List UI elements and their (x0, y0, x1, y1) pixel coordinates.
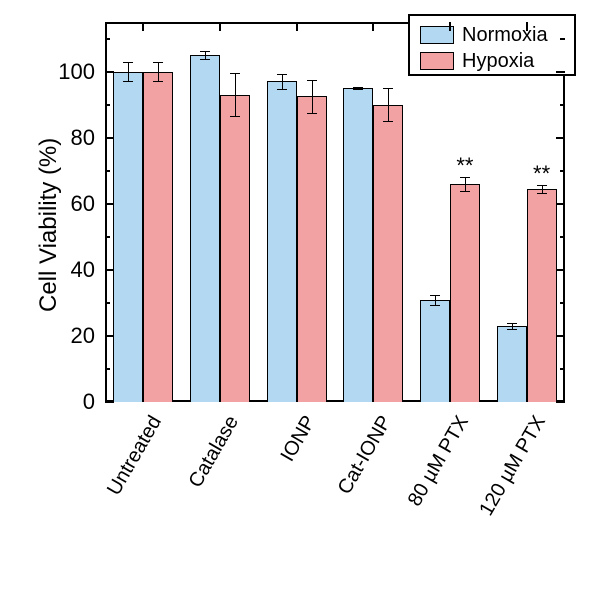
bar (190, 55, 220, 402)
ytick-mark (556, 203, 565, 205)
bar (297, 96, 327, 402)
errorbar-cap (307, 113, 317, 114)
xtick-mark (142, 22, 144, 31)
errorbar-cap (123, 81, 133, 82)
errorbar (312, 80, 313, 113)
errorbar (388, 88, 389, 121)
errorbar-cap (123, 62, 133, 63)
bar (450, 184, 480, 402)
errorbar-cap (230, 73, 240, 74)
ytick-minor (560, 368, 565, 370)
bar (267, 81, 297, 402)
xtick-mark (219, 22, 221, 31)
xtick-mark (526, 22, 528, 31)
errorbar-cap (200, 59, 210, 60)
ytick-label: 20 (47, 323, 95, 349)
legend-label-hypoxia: Hypoxia (462, 50, 534, 73)
ytick-minor (105, 170, 110, 172)
ytick-mark (556, 335, 565, 337)
bar (373, 105, 403, 402)
bar (527, 189, 557, 402)
xtick-mark (449, 22, 451, 31)
legend-item-hypoxia: Hypoxia (420, 48, 564, 74)
ytick-minor (560, 104, 565, 106)
errorbar-cap (430, 295, 440, 296)
legend-swatch-hypoxia (420, 52, 454, 70)
significance-marker: ** (527, 161, 557, 187)
ytick-label: 0 (47, 389, 95, 415)
bar (343, 88, 373, 402)
ytick-minor (105, 302, 110, 304)
errorbar-cap (307, 80, 317, 81)
errorbar-cap (507, 323, 517, 324)
significance-marker: ** (450, 153, 480, 179)
errorbar-cap (353, 89, 363, 90)
y-axis-label: Cell Viability (%) (35, 138, 63, 312)
errorbar (282, 74, 283, 89)
xtick-mark (296, 22, 298, 31)
legend-item-normoxia: Normoxia (420, 22, 564, 48)
errorbar (205, 51, 206, 59)
errorbar-cap (537, 193, 547, 194)
errorbar-cap (153, 62, 163, 63)
errorbar-cap (200, 51, 210, 52)
ytick-mark (556, 137, 565, 139)
ytick-minor (560, 302, 565, 304)
ytick-mark (556, 401, 565, 403)
ytick-minor (105, 104, 110, 106)
errorbar-cap (277, 74, 287, 75)
ytick-minor (560, 236, 565, 238)
bar (113, 72, 143, 402)
errorbar-cap (277, 89, 287, 90)
ytick-mark (556, 269, 565, 271)
bar (497, 326, 527, 402)
errorbar-cap (353, 87, 363, 88)
errorbar-cap (460, 191, 470, 192)
ytick-label: 40 (47, 257, 95, 283)
errorbar-cap (430, 305, 440, 306)
ytick-minor (105, 236, 110, 238)
ytick-minor (105, 38, 110, 40)
errorbar (235, 73, 236, 116)
ytick-mark (556, 71, 565, 73)
bar (143, 72, 173, 402)
errorbar-cap (230, 116, 240, 117)
bar (420, 300, 450, 402)
errorbar (128, 62, 129, 82)
xtick-mark (372, 22, 374, 31)
errorbar-cap (383, 88, 393, 89)
errorbar (435, 295, 436, 305)
errorbar-cap (383, 121, 393, 122)
bar (220, 95, 250, 402)
ytick-label: 80 (47, 125, 95, 151)
ytick-label: 100 (47, 59, 95, 85)
ytick-minor (105, 368, 110, 370)
errorbar (158, 62, 159, 82)
errorbar-cap (153, 81, 163, 82)
errorbar-cap (507, 329, 517, 330)
ytick-label: 60 (47, 191, 95, 217)
ytick-minor (560, 38, 565, 40)
ytick-minor (560, 170, 565, 172)
legend: Normoxia Hypoxia (408, 14, 576, 76)
figure-root: Cell Viability (%) Normoxia Hypoxia 0 20 4… (0, 0, 600, 532)
legend-label-normoxia: Normoxia (462, 24, 548, 47)
